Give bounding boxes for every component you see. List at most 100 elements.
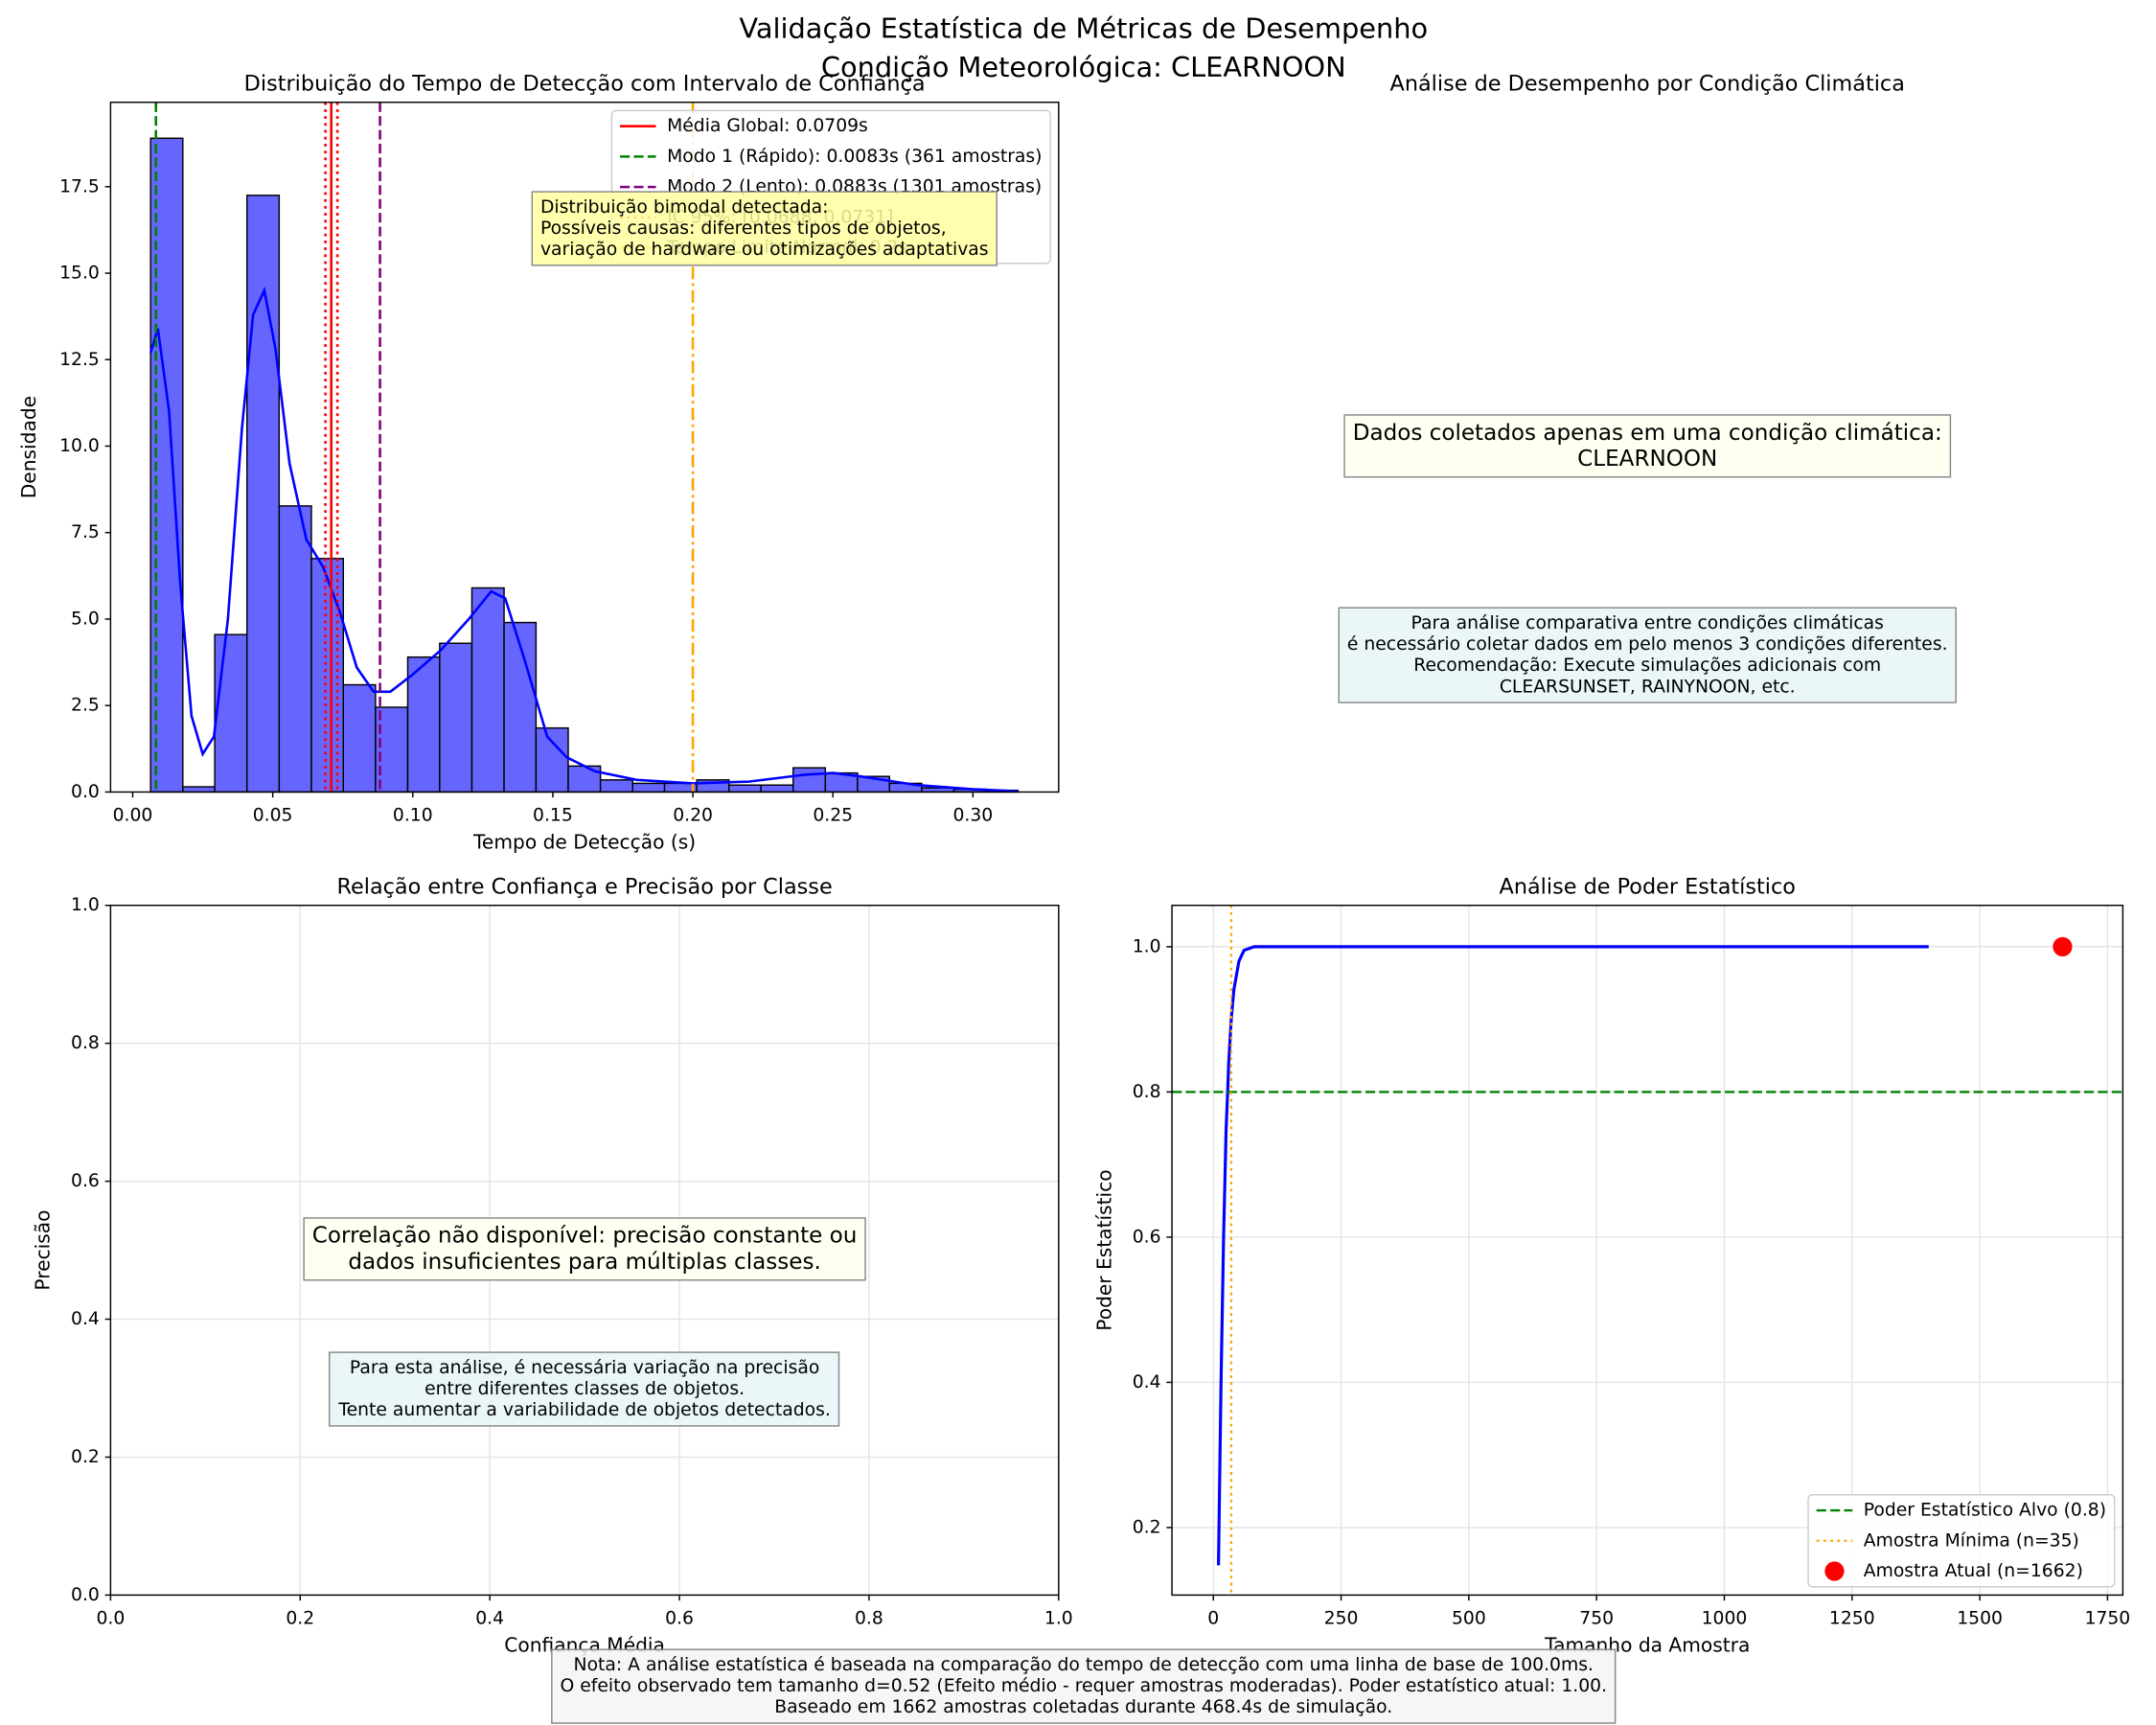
axes-frame: [109, 904, 1060, 1597]
text-box: Dados coletados apenas em uma condição c…: [1343, 414, 1952, 478]
x-tick-label: 0.25: [813, 805, 853, 825]
histogram-bar: [535, 726, 569, 794]
y-tick-label: 17.5: [59, 176, 100, 196]
y-tick-label: 5.0: [71, 609, 100, 629]
histogram-bar: [342, 683, 377, 794]
box-text: é necessário coletar dados em pelo menos…: [1347, 634, 1948, 655]
legend-label: Poder Estatístico Alvo (0.8): [1864, 1501, 2106, 1521]
x-tick-label: 500: [1452, 1608, 1486, 1628]
y-tick-label: 0.8: [1133, 1082, 1161, 1102]
y-tick-label: 0.4: [1133, 1372, 1161, 1392]
x-tick-label: 0.05: [253, 805, 293, 825]
x-tick-label: 0.8: [855, 1608, 883, 1628]
histogram-bar: [406, 656, 441, 794]
histogram-bar: [278, 505, 312, 794]
y-tick-label: 0.0: [71, 782, 100, 802]
y-tick-label: 0.2: [71, 1447, 100, 1467]
box-text: variação de hardware ou otimizações adap…: [540, 240, 989, 260]
chart-title: Análise de Poder Estatístico: [1500, 874, 1796, 899]
x-tick-label: 0.20: [673, 805, 713, 825]
axes-frame: [109, 102, 1060, 794]
annotation: Distribuição bimodal detectada:Possíveis…: [531, 191, 998, 266]
x-tick-label: 0.00: [113, 805, 153, 825]
box-text: entre diferentes classes de objetos.: [424, 1379, 745, 1399]
box-text: Nota: A análise estatística é baseada na…: [574, 1655, 1594, 1675]
histogram-bar: [631, 782, 666, 794]
axes-frame: [1171, 904, 2124, 1597]
x-tick-label: 0.15: [533, 805, 573, 825]
y-tick-label: 2.5: [71, 696, 100, 716]
box-frame: [328, 1351, 840, 1427]
figure-title: Validação Estatística de Métricas de Des…: [739, 12, 1428, 45]
footnote: Nota: A análise estatística é baseada na…: [551, 1648, 1617, 1724]
y-tick-label: 10.0: [59, 436, 100, 456]
histogram-bar: [246, 195, 281, 794]
x-tick-label: 0.0: [96, 1608, 125, 1628]
box-text: Recomendação: Execute simulações adicion…: [1413, 656, 1881, 676]
y-tick-label: 0.4: [71, 1309, 100, 1329]
y-tick-label: 0.8: [71, 1033, 100, 1053]
legend-swatch: [1824, 1561, 1845, 1581]
box-text: dados insuficientes para múltiplas class…: [348, 1250, 821, 1275]
box-text: Correlação não disponível: precisão cons…: [312, 1224, 858, 1249]
y-tick-label: 12.5: [59, 350, 100, 370]
histogram-bar: [439, 642, 473, 794]
legend-frame: [1807, 1494, 2116, 1588]
histogram-bar: [760, 784, 794, 794]
box-frame: [551, 1648, 1617, 1724]
chart-title: Análise de Desempenho por Condição Climá…: [1390, 71, 1905, 96]
chart-title: Distribuição do Tempo de Detecção com In…: [244, 71, 926, 96]
y-tick-label: 15.0: [59, 264, 100, 284]
histogram-bar: [728, 784, 762, 794]
y-axis-label: Poder Estatístico: [1092, 1169, 1115, 1330]
x-tick-label: 1500: [1957, 1608, 2003, 1628]
y-tick-label: 7.5: [71, 522, 100, 542]
current-sample-point: [2053, 936, 2073, 956]
legend-label: Média Global: 0.0709s: [667, 116, 868, 136]
histogram-bar: [214, 633, 248, 794]
box-text: Baseado em 1662 amostras coletadas duran…: [774, 1697, 1392, 1717]
x-tick-label: 1750: [2085, 1608, 2131, 1628]
box-text: CLEARNOON: [1577, 447, 1717, 472]
box-text: Para análise comparativa entre condições…: [1411, 613, 1884, 633]
y-tick-label: 0.6: [71, 1171, 100, 1191]
histogram-bar: [791, 767, 827, 794]
histogram-bar: [567, 765, 602, 794]
box-frame: [1343, 414, 1952, 478]
box-text: Para esta análise, é necessária variação…: [350, 1358, 819, 1378]
legend-label: Modo 1 (Rápido): 0.0083s (361 amostras): [667, 147, 1042, 167]
histogram-bar: [599, 779, 633, 794]
y-tick-label: 0.6: [1133, 1227, 1161, 1247]
box-frame: [531, 191, 998, 266]
box-text: Distribuição bimodal detectada:: [540, 197, 829, 218]
x-tick-label: 1250: [1829, 1608, 1875, 1628]
x-tick-label: 0.30: [952, 805, 993, 825]
y-tick-label: 1.0: [1133, 936, 1161, 956]
x-axis-label: Tempo de Detecção (s): [472, 830, 696, 853]
x-tick-label: 250: [1324, 1608, 1359, 1628]
y-axis-label: Densidade: [17, 396, 40, 498]
y-tick-label: 1.0: [71, 895, 100, 915]
histogram-bar: [503, 621, 538, 794]
box-text: Dados coletados apenas em uma condição c…: [1353, 421, 1942, 446]
box-frame: [303, 1217, 866, 1281]
legend: Poder Estatístico Alvo (0.8) Amostra Míni…: [1807, 1494, 2116, 1588]
text-box: Correlação não disponível: precisão cons…: [303, 1217, 866, 1281]
box-text: CLEARSUNSET, RAINYNOON, etc.: [1500, 677, 1796, 697]
x-tick-label: 0.6: [665, 1608, 694, 1628]
kde-line: [149, 286, 1019, 794]
histogram-bar: [470, 586, 505, 794]
x-tick-label: 0: [1207, 1608, 1219, 1628]
text-box: Para análise comparativa entre condições…: [1338, 607, 1957, 703]
y-tick-label: 0.2: [1133, 1517, 1161, 1537]
box-text: O efeito observado tem tamanho d=0.52 (E…: [560, 1676, 1607, 1696]
power-curve: [1217, 945, 1929, 1566]
x-tick-label: 0.10: [393, 805, 433, 825]
box-frame: [1338, 607, 1957, 703]
y-tick-label: 0.0: [71, 1585, 100, 1605]
box-text: Tente aumentar a variabilidade de objeto…: [337, 1400, 831, 1420]
x-tick-label: 0.4: [475, 1608, 504, 1628]
